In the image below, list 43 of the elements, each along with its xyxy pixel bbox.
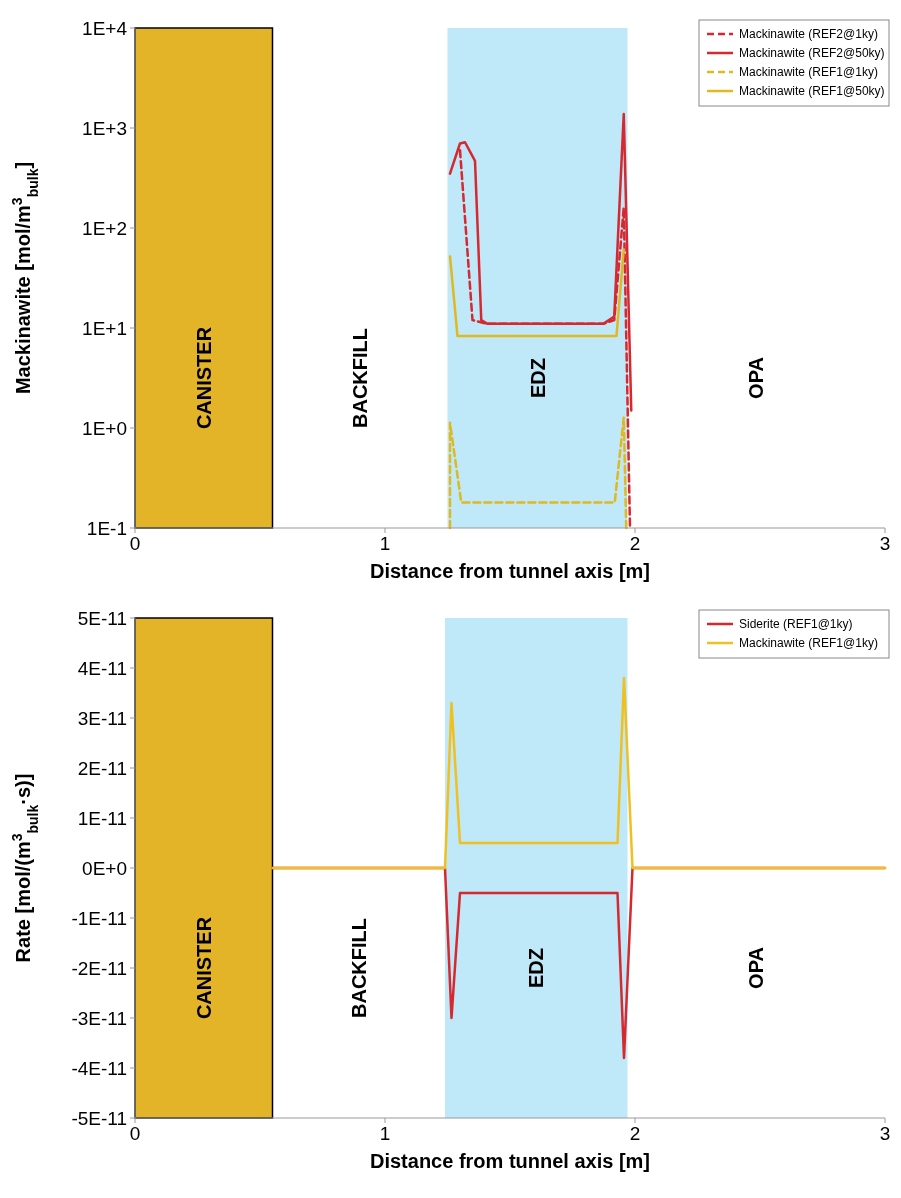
x-tick-label: 3 xyxy=(879,1123,891,1144)
y-tick-label: 1E+4 xyxy=(82,17,128,39)
band-label: EDZ xyxy=(526,358,549,398)
legend-label: Mackinawite (REF1@50ky) xyxy=(739,84,885,98)
y-tick-label: 5E-11 xyxy=(77,607,127,629)
legend-label: Mackinawite (REF1@1ky) xyxy=(739,65,878,79)
y-tick-label: 0E+0 xyxy=(82,857,127,879)
y-tick-label: -2E-11 xyxy=(71,957,127,979)
y-tick-label: 1E+0 xyxy=(82,417,127,439)
y-tick-label: 4E-11 xyxy=(77,657,127,679)
annotation: BACKFILL xyxy=(347,918,370,1018)
y-tick-label: -4E-11 xyxy=(71,1057,127,1079)
band-label: CANISTER xyxy=(192,916,215,1020)
legend-label: Mackinawite (REF2@50ky) xyxy=(739,46,885,60)
line-series xyxy=(448,416,628,530)
y-tick-label: -3E-11 xyxy=(71,1007,127,1029)
x-tick-label: 0 xyxy=(129,533,141,554)
annotation: BACKFILL xyxy=(349,328,371,428)
legend-label: Mackinawite (REF1@1ky) xyxy=(739,636,878,650)
band-label: EDZ xyxy=(525,948,548,988)
x-axis-title: Distance from tunnel axis [m] xyxy=(369,560,651,582)
y-tick-label: 1E+2 xyxy=(82,217,127,239)
x-tick-label: 1 xyxy=(379,533,391,554)
x-tick-label: 2 xyxy=(629,1123,641,1144)
y-tick-label: 3E-11 xyxy=(77,707,127,729)
x-tick-label: 3 xyxy=(879,533,891,554)
y-tick-label: 2E-11 xyxy=(77,757,127,779)
x-axis-title: Distance from tunnel axis [m] xyxy=(369,1150,651,1172)
y-tick-label: 1E-11 xyxy=(77,807,127,829)
annotation: OPA xyxy=(745,357,768,399)
legend-label: Siderite (REF1@1ky) xyxy=(739,617,853,631)
y-tick-label: 1E+3 xyxy=(82,117,127,139)
x-tick-label: 0 xyxy=(129,1123,141,1144)
x-tick-label: 1 xyxy=(379,1123,391,1144)
band-label: CANISTER xyxy=(192,326,215,430)
y-tick-label: -5E-11 xyxy=(71,1107,127,1129)
y-tick-label: 1E-1 xyxy=(86,517,127,539)
y-tick-label: -1E-11 xyxy=(71,907,127,929)
legend-label: Mackinawite (REF2@1ky) xyxy=(739,27,878,41)
annotation: OPA xyxy=(745,947,768,989)
y-tick-label: 1E+1 xyxy=(82,317,127,339)
x-tick-label: 2 xyxy=(629,533,641,554)
line-series xyxy=(271,676,887,870)
